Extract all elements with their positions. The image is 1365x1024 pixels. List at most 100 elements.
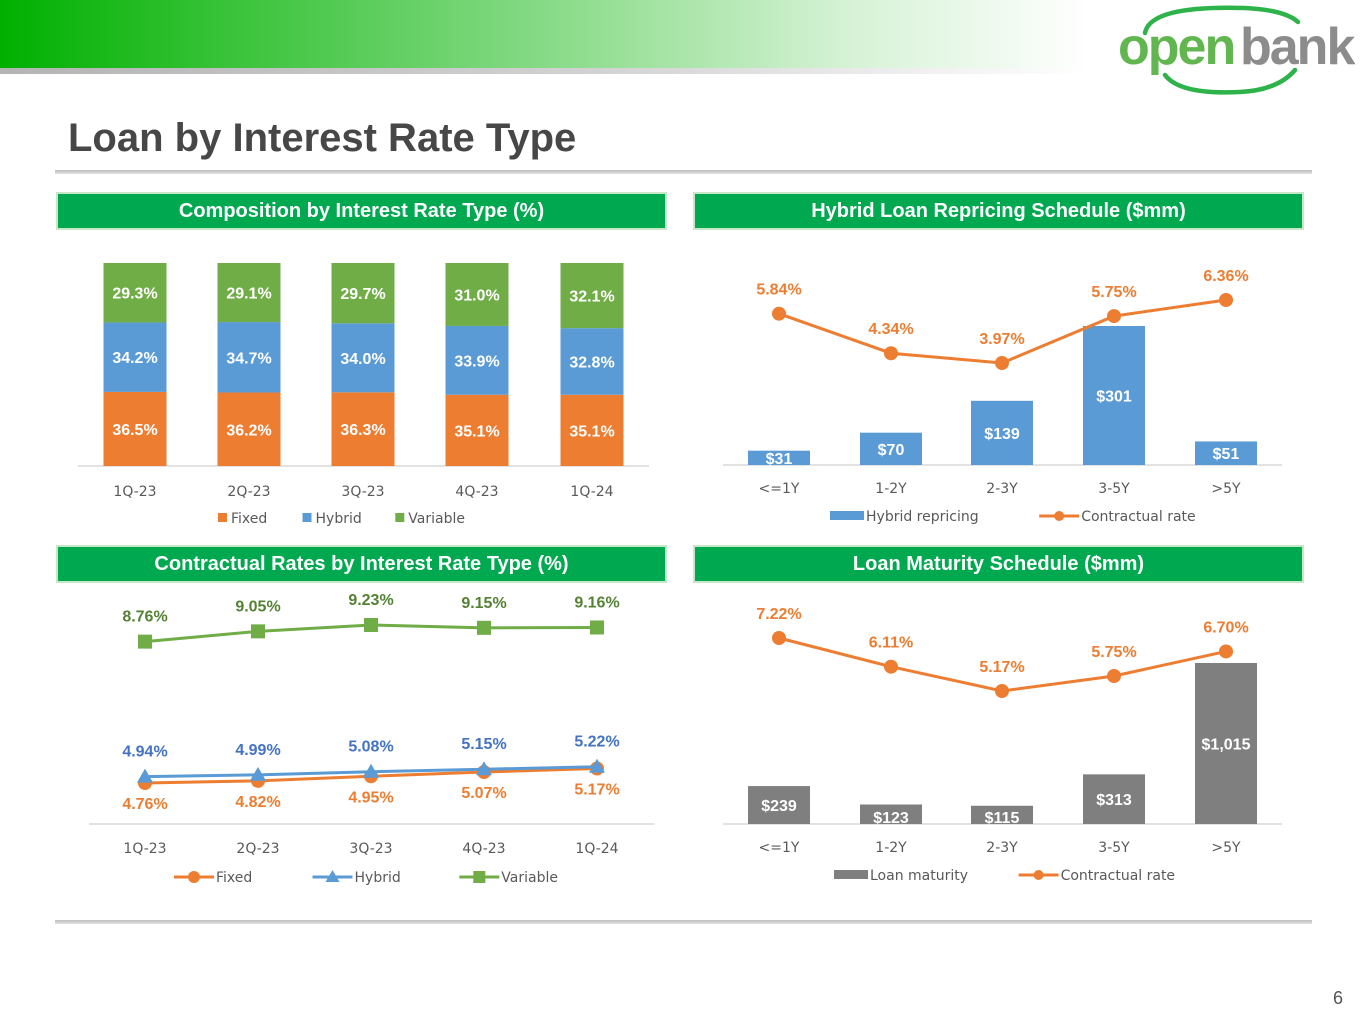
x-tick-label: 1-2Y — [875, 481, 907, 497]
data-label-fixed-1q-23: 4.76% — [122, 796, 167, 813]
page-title: Loan by Interest Rate Type — [68, 116, 577, 160]
line-label-1y: 7.22% — [756, 606, 801, 623]
line-label-5y: 6.36% — [1203, 268, 1248, 285]
title-divider — [55, 170, 1312, 174]
legend-label-hybrid: Hybrid — [316, 511, 362, 527]
bar-label-2-3y: $115 — [985, 810, 1020, 827]
line-label-3-5y: 5.75% — [1091, 284, 1136, 301]
marker-variable-1q-23 — [138, 634, 152, 649]
bar-fixed-3q-23 — [331, 392, 395, 466]
bar-label-5y: $51 — [1213, 446, 1240, 463]
data-label-fixed-4q-23: 35.1% — [454, 423, 499, 440]
x-tick-label: <=1Y — [759, 840, 800, 856]
repricing-panel: Hybrid Loan Repricing Schedule ($mm) $31… — [693, 192, 1308, 552]
x-tick-label: 4Q-23 — [462, 841, 505, 857]
line-point-3-5y — [1107, 669, 1121, 684]
data-label-hybrid-1q-23: 4.94% — [122, 744, 167, 761]
bar-label-5y: $1,015 — [1202, 737, 1251, 754]
marker-variable-2q-23 — [251, 624, 265, 639]
x-tick-label: 1Q-24 — [575, 841, 618, 857]
line-point-3-5y — [1107, 309, 1121, 324]
maturity-panel: Loan Maturity Schedule ($mm) $239 <=1Y $12… — [693, 545, 1308, 905]
data-label-hybrid-4q-23: 33.9% — [454, 353, 499, 370]
legend-marker-fixed — [188, 871, 200, 883]
footer-divider — [55, 920, 1312, 924]
bar-hybrid-repricing-2-3y — [971, 400, 1033, 465]
legend-marker-hybrid — [325, 870, 340, 882]
contractual-rates-chart: 1Q-23 2Q-23 3Q-23 4Q-23 1Q-24 4.76% 4.82% 4.95%… — [89, 592, 654, 886]
data-label-hybrid-1q-23: 34.2% — [112, 350, 157, 367]
marker-hybrid-1q-24 — [589, 758, 605, 773]
legend-swatch-fixed — [218, 513, 227, 522]
data-label-variable-1q-23: 29.3% — [112, 286, 157, 303]
line-point-1y — [772, 631, 786, 645]
x-tick-label: 2Q-23 — [227, 484, 270, 500]
legend-swatch-loan-maturity — [834, 870, 868, 879]
bar-variable-2q-23 — [217, 263, 281, 323]
marker-variable-3q-23 — [364, 618, 378, 632]
x-tick-label: 2-3Y — [986, 840, 1018, 856]
legend-label-variable: Variable — [501, 870, 558, 886]
data-label-fixed-3q-23: 4.95% — [348, 789, 393, 806]
x-tick-label: <=1Y — [759, 481, 800, 497]
legend-label-variable: Variable — [408, 511, 465, 527]
header-bar-shadow — [0, 68, 1090, 74]
bar-label-1-2y: $123 — [873, 810, 909, 827]
composition-panel: Composition by Interest Rate Type (%) 36… — [56, 192, 671, 552]
contractual-rates-chart-title: Contractual Rates by Interest Rate Type … — [56, 545, 667, 583]
marker-hybrid-3q-23 — [363, 763, 379, 778]
data-label-fixed-1q-24: 5.17% — [574, 782, 619, 799]
data-label-fixed-1q-24: 35.1% — [569, 423, 614, 440]
legend-marker-contractual-rate — [1054, 511, 1065, 521]
line-point-1-2y — [884, 659, 898, 674]
line-point-2-3y — [995, 684, 1009, 698]
marker-variable-1q-24 — [590, 620, 604, 635]
bar-variable-1q-24 — [560, 263, 624, 329]
repricing-chart-title: Hybrid Loan Repricing Schedule ($mm) — [693, 192, 1304, 230]
legend-swatch-hybrid-repricing — [830, 511, 864, 520]
x-tick-label: 2Q-23 — [236, 841, 279, 857]
x-tick-label: >5Y — [1211, 481, 1241, 497]
bar-variable-1q-23 — [103, 263, 167, 323]
legend-label-fixed: Fixed — [216, 870, 252, 886]
legend-label-hybrid: Hybrid — [355, 870, 401, 886]
data-label-variable-4q-23: 9.15% — [461, 595, 506, 612]
line-label-2-3y: 3.97% — [979, 331, 1024, 348]
bar-label-3-5y: $301 — [1096, 389, 1132, 406]
data-label-variable-3q-23: 29.7% — [340, 286, 385, 303]
bar-fixed-4q-23 — [445, 394, 509, 466]
legend-swatch-hybrid — [302, 513, 312, 522]
x-tick-label: 2-3Y — [986, 481, 1018, 497]
composition-chart: 36.5% 34.2% 29.3% 1Q-23 36.2% 34.7% 29.1% 2Q-23… — [78, 263, 649, 527]
bar-variable-4q-23 — [445, 263, 509, 326]
header-gradient-bar — [0, 0, 1090, 68]
line-label-2-3y: 5.17% — [979, 659, 1024, 676]
legend-label-contractual-rate: Contractual rate — [1081, 509, 1195, 525]
bar-hybrid-2q-23 — [217, 322, 281, 393]
bar-hybrid-3q-23 — [331, 323, 395, 393]
data-label-variable-4q-23: 31.0% — [454, 287, 499, 304]
bar-loan-maturity-2-3y — [971, 805, 1033, 824]
bar-loan-maturity-5y — [1195, 663, 1257, 824]
x-tick-label: 3-5Y — [1098, 481, 1130, 497]
line-point-5y — [1219, 644, 1233, 659]
bar-loan-maturity-3-5y — [1083, 774, 1145, 824]
data-label-fixed-1q-23: 36.5% — [112, 422, 157, 439]
data-label-variable-3q-23: 9.23% — [348, 592, 393, 609]
marker-hybrid-2q-23 — [250, 766, 266, 781]
bar-hybrid-repricing-5y — [1195, 441, 1257, 465]
legend-marker-contractual-rate — [1033, 870, 1044, 880]
bar-hybrid-repricing-1-2y — [860, 432, 922, 465]
marker-variable-4q-23 — [477, 620, 491, 635]
x-tick-label: 3Q-23 — [349, 841, 392, 857]
data-label-fixed-4q-23: 5.07% — [461, 785, 506, 802]
contractual-rates-panel: Contractual Rates by Interest Rate Type … — [56, 545, 671, 905]
bar-fixed-1q-24 — [560, 394, 624, 466]
bar-label-1y: $31 — [766, 451, 793, 468]
bar-loan-maturity-1y — [748, 786, 810, 824]
bar-label-1y: $239 — [761, 798, 797, 815]
data-label-fixed-2q-23: 36.2% — [226, 422, 271, 439]
legend-label-loan-maturity: Loan maturity — [870, 868, 968, 884]
data-label-hybrid-2q-23: 34.7% — [226, 350, 271, 367]
line-label-1y: 5.84% — [756, 282, 801, 299]
